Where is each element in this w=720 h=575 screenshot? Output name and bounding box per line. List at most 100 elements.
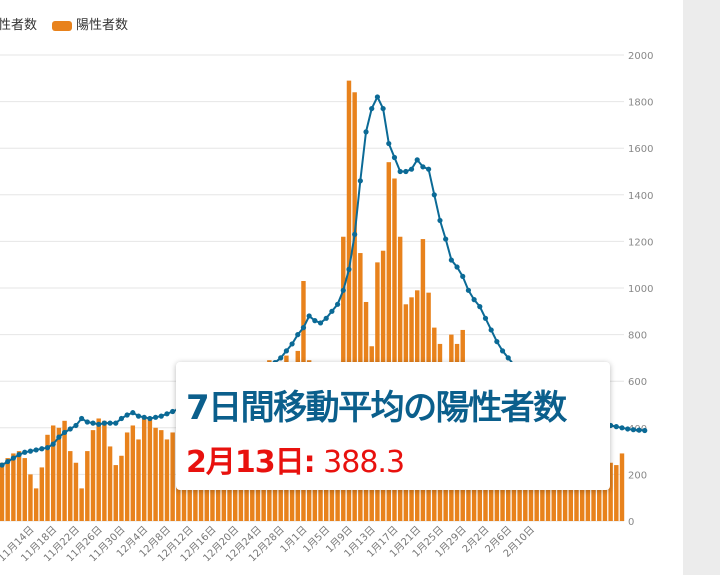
moving-average-point[interactable] (158, 413, 164, 419)
moving-average-point[interactable] (391, 154, 398, 161)
moving-average-point[interactable] (619, 425, 625, 431)
bar[interactable] (170, 432, 175, 521)
bar[interactable] (62, 420, 67, 521)
bar[interactable] (113, 465, 118, 521)
moving-average-point[interactable] (363, 129, 369, 135)
moving-average-point[interactable] (295, 332, 301, 338)
moving-average-point[interactable] (431, 192, 437, 198)
moving-average-point[interactable] (420, 164, 426, 170)
bar[interactable] (124, 432, 130, 521)
bar[interactable] (45, 434, 50, 521)
moving-average-point[interactable] (147, 415, 153, 422)
moving-average-point[interactable] (630, 427, 636, 433)
moving-average-point[interactable] (323, 315, 329, 321)
moving-average-point[interactable] (465, 287, 472, 293)
moving-average-point[interactable] (403, 168, 409, 175)
bar[interactable] (159, 430, 164, 521)
bar[interactable] (141, 418, 147, 521)
moving-average-point[interactable] (170, 408, 176, 415)
moving-average-point[interactable] (482, 315, 489, 321)
bar[interactable] (11, 453, 16, 521)
moving-average-point[interactable] (5, 458, 11, 465)
moving-average-point[interactable] (488, 327, 494, 333)
moving-average-point[interactable] (369, 105, 375, 112)
moving-average-point[interactable] (56, 434, 62, 440)
bar[interactable] (602, 462, 608, 521)
moving-average-point[interactable] (636, 427, 642, 433)
bar[interactable] (73, 462, 79, 521)
moving-average-point[interactable] (494, 338, 500, 345)
bar[interactable] (50, 425, 56, 521)
moving-average-point[interactable] (50, 441, 56, 447)
moving-average-point[interactable] (408, 166, 415, 172)
bar[interactable] (85, 451, 90, 521)
moving-average-point[interactable] (317, 320, 324, 326)
bar[interactable] (0, 462, 5, 521)
moving-average-point[interactable] (130, 410, 136, 416)
moving-average-point[interactable] (0, 462, 5, 468)
moving-average-point[interactable] (312, 318, 318, 324)
moving-average-point[interactable] (16, 451, 22, 458)
moving-average-point[interactable] (386, 140, 392, 147)
bar[interactable] (28, 474, 33, 521)
bar[interactable] (5, 458, 10, 521)
moving-average-point[interactable] (124, 412, 130, 418)
bar[interactable] (102, 420, 107, 521)
moving-average-point[interactable] (352, 231, 358, 238)
bar[interactable] (614, 465, 619, 521)
moving-average-point[interactable] (340, 287, 346, 293)
moving-average-point[interactable] (67, 426, 73, 432)
moving-average-point[interactable] (414, 157, 420, 163)
bar[interactable] (79, 488, 84, 521)
bar[interactable] (96, 418, 101, 521)
bar[interactable] (119, 455, 124, 521)
moving-average-point[interactable] (357, 178, 363, 184)
bar[interactable] (39, 467, 45, 521)
moving-average-point[interactable] (448, 257, 454, 263)
moving-average-point[interactable] (454, 264, 460, 270)
moving-average-point[interactable] (73, 422, 79, 429)
moving-average-point[interactable] (135, 413, 142, 419)
moving-average-point[interactable] (39, 446, 45, 452)
scrollbar-track[interactable] (683, 0, 720, 575)
bar[interactable] (153, 427, 158, 521)
bar[interactable] (130, 425, 136, 521)
moving-average-point[interactable] (329, 308, 335, 314)
moving-average-point[interactable] (33, 447, 39, 453)
moving-average-point[interactable] (152, 414, 159, 420)
moving-average-point[interactable] (471, 297, 477, 303)
moving-average-point[interactable] (101, 420, 107, 426)
moving-average-point[interactable] (397, 168, 403, 175)
moving-average-point[interactable] (278, 355, 284, 361)
legend-item-positive-cases[interactable]: 陽性者数 (52, 14, 128, 33)
legend-item-moving-average[interactable]: 性者数 (0, 14, 37, 33)
bar[interactable] (16, 451, 22, 521)
moving-average-point[interactable] (426, 166, 432, 172)
bar[interactable] (147, 418, 153, 521)
bar[interactable] (136, 439, 141, 521)
bar[interactable] (164, 439, 170, 521)
moving-average-point[interactable] (499, 348, 506, 354)
moving-average-point[interactable] (306, 313, 312, 319)
moving-average-point[interactable] (625, 426, 631, 432)
bar[interactable] (608, 462, 613, 521)
bar[interactable] (56, 427, 62, 521)
bar[interactable] (33, 488, 39, 521)
bar[interactable] (597, 460, 602, 521)
moving-average-point[interactable] (380, 105, 386, 112)
bar[interactable] (346, 80, 352, 521)
moving-average-point[interactable] (460, 273, 466, 279)
bar[interactable] (352, 92, 357, 521)
bar[interactable] (619, 453, 625, 521)
moving-average-point[interactable] (107, 420, 113, 426)
moving-average-point[interactable] (141, 414, 147, 420)
moving-average-point[interactable] (477, 304, 483, 310)
moving-average-point[interactable] (84, 419, 90, 425)
moving-average-point[interactable] (164, 411, 170, 417)
bar[interactable] (107, 446, 113, 521)
moving-average-point[interactable] (334, 301, 341, 307)
moving-average-point[interactable] (437, 217, 443, 224)
bar[interactable] (22, 458, 27, 521)
moving-average-point[interactable] (27, 448, 34, 454)
moving-average-point[interactable] (44, 445, 51, 451)
